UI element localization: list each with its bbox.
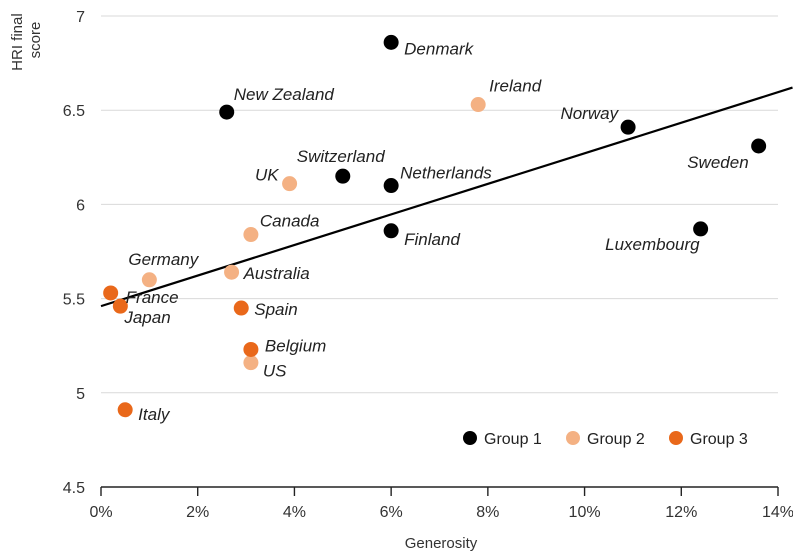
point-australia: [224, 264, 240, 280]
point-label-sweden: Sweden: [687, 153, 748, 172]
point-netherlands: [383, 178, 399, 194]
legend-label-group-3: Group 3: [690, 431, 748, 448]
point-norway: [620, 119, 636, 135]
x-tick-label: 8%: [476, 504, 499, 521]
point-label-finland: Finland: [404, 230, 460, 249]
x-tick-label: 6%: [380, 504, 403, 521]
point-finland: [383, 223, 399, 239]
point-label-belgium: Belgium: [265, 336, 326, 355]
data-points: [103, 34, 767, 418]
point-japan: [112, 298, 128, 314]
legend-marker-group-2: [566, 431, 580, 445]
x-tick-label: 2%: [186, 504, 209, 521]
y-tick-label: 5: [76, 386, 85, 403]
x-tick-label: 0%: [89, 504, 112, 521]
point-label-denmark: Denmark: [404, 39, 474, 58]
point-new-zealand: [219, 104, 235, 120]
y-tick-label: 5.5: [63, 292, 85, 309]
x-tick-label: 10%: [569, 504, 601, 521]
point-label-luxembourg: Luxembourg: [605, 235, 700, 254]
point-belgium: [243, 341, 259, 357]
point-label-netherlands: Netherlands: [400, 164, 492, 183]
point-ireland: [470, 97, 486, 113]
point-canada: [243, 227, 259, 243]
legend-marker-group-1: [463, 431, 477, 445]
point-label-ireland: Ireland: [489, 77, 542, 96]
y-tick-label: 6: [76, 197, 85, 214]
x-tick-label: 14%: [762, 504, 793, 521]
y-axis-title: HRI final score: [9, 9, 44, 71]
legend-label-group-1: Group 1: [484, 431, 542, 448]
point-label-spain: Spain: [254, 300, 297, 319]
point-switzerland: [335, 168, 351, 184]
legend-marker-group-3: [669, 431, 683, 445]
point-label-switzerland: Switzerland: [297, 147, 385, 166]
point-label-france: France: [126, 288, 179, 307]
y-tick-label: 4.5: [63, 480, 85, 497]
point-label-us: US: [263, 362, 287, 381]
point-label-japan: Japan: [123, 308, 170, 327]
trendline-layer: [100, 86, 793, 308]
point-sweden: [751, 138, 767, 154]
point-france: [103, 285, 119, 301]
y-tick-label: 6.5: [63, 103, 85, 120]
point-spain: [233, 300, 249, 316]
axes: 4.5 5 5.5 6 6.5 7 0% 2% 4% 6% 8% 10% 12% 14%: [63, 9, 793, 521]
trendline: [100, 86, 793, 308]
y-axis-title-line-2: score: [27, 22, 44, 59]
grid-lines: [101, 15, 778, 394]
x-tick-label: 4%: [283, 504, 306, 521]
point-denmark: [383, 34, 399, 50]
point-germany: [141, 272, 157, 288]
point-label-australia: Australia: [243, 264, 310, 283]
legend-label-group-2: Group 2: [587, 431, 645, 448]
x-axis-title: Generosity: [405, 535, 478, 552]
point-label-new-zealand: New Zealand: [234, 85, 335, 104]
point-italy: [117, 402, 133, 418]
point-label-norway: Norway: [560, 104, 619, 123]
y-tick-label: 7: [76, 9, 85, 26]
point-labels: Denmark New Zealand Norway Sweden Switzerlan…: [123, 39, 748, 423]
point-label-canada: Canada: [260, 212, 320, 231]
legend: Group 1 Group 2 Group 3: [463, 431, 748, 448]
point-label-uk: UK: [255, 166, 279, 185]
point-us: [243, 355, 259, 371]
point-uk: [282, 176, 298, 192]
x-tick-label: 12%: [665, 504, 697, 521]
point-label-italy: Italy: [138, 405, 171, 424]
point-label-germany: Germany: [128, 250, 199, 269]
y-axis-title-line-1: HRI final: [9, 13, 26, 71]
point-luxembourg: [693, 221, 709, 237]
